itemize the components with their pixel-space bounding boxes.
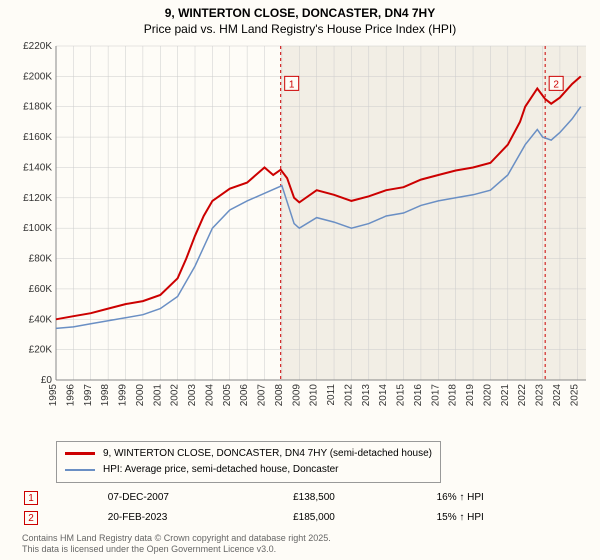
svg-text:2019: 2019 [465,383,476,406]
attribution-line2: This data is licensed under the Open Gov… [22,544,592,556]
svg-text:£200K: £200K [23,71,52,82]
svg-text:2006: 2006 [239,383,250,406]
svg-text:2008: 2008 [274,383,285,406]
marker-badge: 2 [24,511,38,525]
svg-text:1997: 1997 [83,383,94,406]
svg-text:1995: 1995 [48,383,59,406]
svg-text:1998: 1998 [100,383,111,406]
svg-text:2002: 2002 [170,383,181,406]
legend-swatch-1 [65,452,95,455]
svg-text:2025: 2025 [569,383,580,406]
svg-text:£220K: £220K [23,41,52,52]
svg-text:2018: 2018 [448,383,459,406]
svg-text:£160K: £160K [23,132,52,143]
svg-text:2000: 2000 [135,383,146,406]
marker-row: 2 20-FEB-2023£185,00015% ↑ HPI [24,509,590,527]
legend: 9, WINTERTON CLOSE, DONCASTER, DN4 7HY (… [56,441,441,483]
svg-text:£180K: £180K [23,101,52,112]
svg-text:2010: 2010 [309,383,320,406]
svg-text:2020: 2020 [482,383,493,406]
svg-text:2003: 2003 [187,383,198,406]
chart-title-line1: 9, WINTERTON CLOSE, DONCASTER, DN4 7HY [8,6,592,22]
svg-text:2023: 2023 [535,383,546,406]
legend-label-1: 9, WINTERTON CLOSE, DONCASTER, DN4 7HY (… [103,448,432,459]
attribution: Contains HM Land Registry data © Crown c… [22,533,592,556]
marker-delta: 15% ↑ HPI [437,509,590,527]
svg-text:2011: 2011 [326,383,337,405]
svg-text:£40K: £40K [29,314,53,325]
marker-price: £185,000 [293,509,434,527]
svg-text:2017: 2017 [430,383,441,406]
svg-text:£120K: £120K [23,192,52,203]
svg-text:2009: 2009 [291,383,302,406]
marker-price: £138,500 [293,489,434,507]
svg-text:2024: 2024 [552,383,563,406]
svg-text:1: 1 [289,79,295,90]
svg-text:2014: 2014 [378,383,389,406]
svg-text:£140K: £140K [23,162,52,173]
svg-text:£20K: £20K [29,344,53,355]
chart-plot: £0£20K£40K£60K£80K£100K£120K£140K£160K£1… [8,40,592,437]
chart-title-line2: Price paid vs. HM Land Registry's House … [8,22,592,36]
svg-text:£60K: £60K [29,284,53,295]
svg-text:2013: 2013 [361,383,372,406]
chart-svg: £0£20K£40K£60K£80K£100K£120K£140K£160K£1… [8,40,592,410]
marker-date: 20-FEB-2023 [108,509,291,527]
svg-text:2007: 2007 [257,383,268,406]
marker-badge: 1 [24,491,38,505]
svg-text:2004: 2004 [204,383,215,406]
svg-text:2005: 2005 [222,383,233,406]
svg-text:1999: 1999 [118,383,129,406]
svg-text:2015: 2015 [396,383,407,406]
marker-delta: 16% ↑ HPI [437,489,590,507]
svg-text:2: 2 [553,79,559,90]
svg-text:2022: 2022 [517,383,528,406]
svg-text:£80K: £80K [29,253,53,264]
svg-text:2012: 2012 [343,383,354,406]
marker-table: 1 07-DEC-2007£138,50016% ↑ HPI 2 20-FEB-202… [22,487,592,529]
svg-text:2021: 2021 [500,383,511,406]
svg-text:2001: 2001 [152,383,163,406]
attribution-line1: Contains HM Land Registry data © Crown c… [22,533,592,545]
marker-date: 07-DEC-2007 [108,489,291,507]
svg-text:2016: 2016 [413,383,424,406]
marker-row: 1 07-DEC-2007£138,50016% ↑ HPI [24,489,590,507]
legend-label-2: HPI: Average price, semi-detached house,… [103,464,339,475]
legend-row-1: 9, WINTERTON CLOSE, DONCASTER, DN4 7HY (… [65,446,432,462]
legend-swatch-2 [65,469,95,471]
svg-text:£100K: £100K [23,223,52,234]
legend-row-2: HPI: Average price, semi-detached house,… [65,462,432,478]
svg-text:1996: 1996 [65,383,76,406]
